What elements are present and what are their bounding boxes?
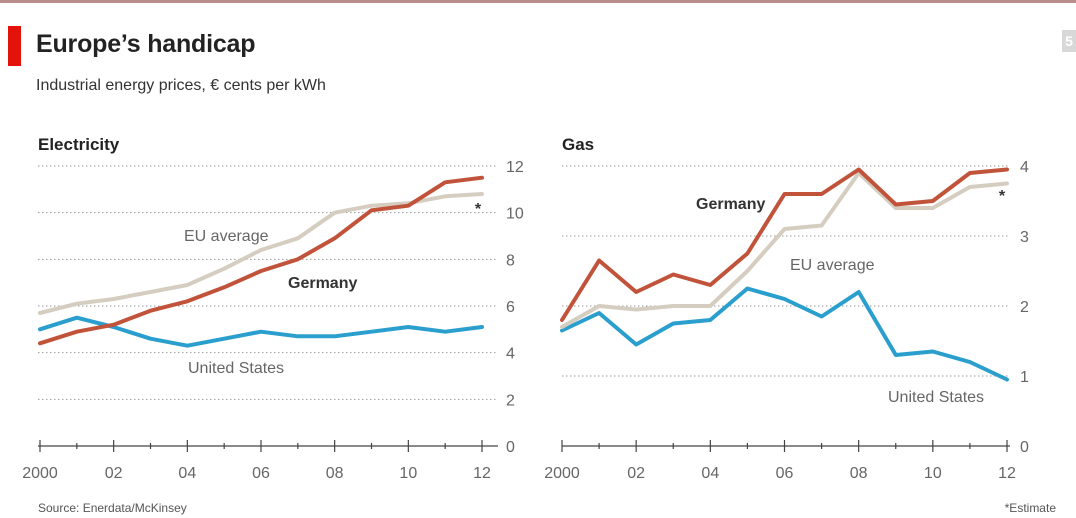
chart-title: Europe’s handicap — [36, 30, 256, 58]
panel-title: Electricity — [38, 135, 120, 154]
series-label-eu-average: EU average — [184, 228, 269, 245]
x-tick-label: 10 — [399, 465, 417, 482]
y-tick-label: 1 — [1020, 369, 1029, 386]
x-tick-label: 2000 — [22, 465, 58, 482]
y-tick-label: 8 — [506, 252, 515, 269]
series-label-eu-average: EU average — [790, 257, 875, 274]
x-tick-label: 04 — [701, 465, 719, 482]
estimate-marker: * — [999, 188, 1006, 205]
series-label-united-states: United States — [888, 389, 984, 406]
x-tick-label: 10 — [924, 465, 942, 482]
page-number: 5 — [1062, 30, 1076, 52]
x-tick-label: 06 — [776, 465, 794, 482]
series-line-united-states — [560, 286, 1009, 382]
y-tick-label: 2 — [506, 392, 515, 409]
x-tick-label: 12 — [473, 465, 491, 482]
y-tick-label: 4 — [506, 346, 515, 363]
x-tick-label: 04 — [178, 465, 196, 482]
series-line-germany — [560, 167, 1009, 322]
y-tick-label: 3 — [1020, 229, 1029, 246]
y-tick-label: 2 — [1020, 299, 1029, 316]
x-tick-label: 06 — [252, 465, 270, 482]
series-line-eu-average — [560, 171, 1009, 329]
series-label-germany: Germany — [288, 275, 357, 292]
x-tick-label: 02 — [627, 465, 645, 482]
panel-title: Gas — [562, 135, 594, 154]
y-tick-label: 6 — [506, 299, 515, 316]
top-rule — [0, 0, 1076, 3]
series-label-germany: Germany — [696, 196, 765, 213]
series-line-united-states — [38, 315, 484, 348]
series-line-germany — [38, 175, 484, 346]
estimate-footnote: *Estimate — [1004, 501, 1056, 515]
y-tick-label: 10 — [506, 206, 524, 223]
y-tick-label: 4 — [1020, 159, 1029, 176]
y-tick-label: 0 — [506, 439, 515, 456]
estimate-marker: * — [475, 201, 482, 218]
x-tick-label: 12 — [998, 465, 1016, 482]
x-tick-label: 08 — [850, 465, 868, 482]
source-note: Source: Enerdata/McKinsey — [38, 501, 187, 515]
x-tick-label: 02 — [105, 465, 123, 482]
y-tick-label: 0 — [1020, 439, 1029, 456]
y-tick-label: 12 — [506, 159, 524, 176]
x-tick-label: 08 — [326, 465, 344, 482]
x-tick-label: 2000 — [544, 465, 580, 482]
series-label-united-states: United States — [188, 360, 284, 377]
series-line-eu-average — [38, 192, 484, 315]
chart-subtitle: Industrial energy prices, € cents per kW… — [36, 77, 326, 94]
accent-tag — [8, 26, 21, 66]
